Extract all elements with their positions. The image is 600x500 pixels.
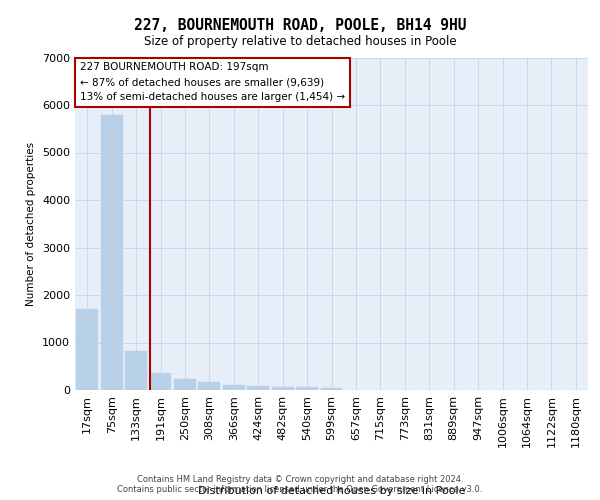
Text: Size of property relative to detached houses in Poole: Size of property relative to detached ho… [143, 35, 457, 48]
Bar [199, 382, 220, 390]
Bar [296, 387, 318, 390]
Text: Contains public sector information licensed under the Open Government Licence v3: Contains public sector information licen… [118, 485, 482, 494]
Text: Contains HM Land Registry data © Crown copyright and database right 2024.: Contains HM Land Registry data © Crown c… [137, 475, 463, 484]
Bar [101, 114, 122, 390]
Bar [174, 379, 196, 390]
Y-axis label: Number of detached properties: Number of detached properties [26, 142, 37, 306]
Bar [76, 309, 98, 390]
Bar [223, 385, 245, 390]
Bar [320, 388, 343, 390]
X-axis label: Distribution of detached houses by size in Poole: Distribution of detached houses by size … [198, 486, 465, 496]
Bar [149, 373, 172, 390]
Bar [125, 351, 147, 390]
Bar [247, 386, 269, 390]
Text: 227, BOURNEMOUTH ROAD, POOLE, BH14 9HU: 227, BOURNEMOUTH ROAD, POOLE, BH14 9HU [134, 18, 466, 32]
Bar [272, 386, 293, 390]
Text: 227 BOURNEMOUTH ROAD: 197sqm
← 87% of detached houses are smaller (9,639)
13% of: 227 BOURNEMOUTH ROAD: 197sqm ← 87% of de… [80, 62, 345, 102]
